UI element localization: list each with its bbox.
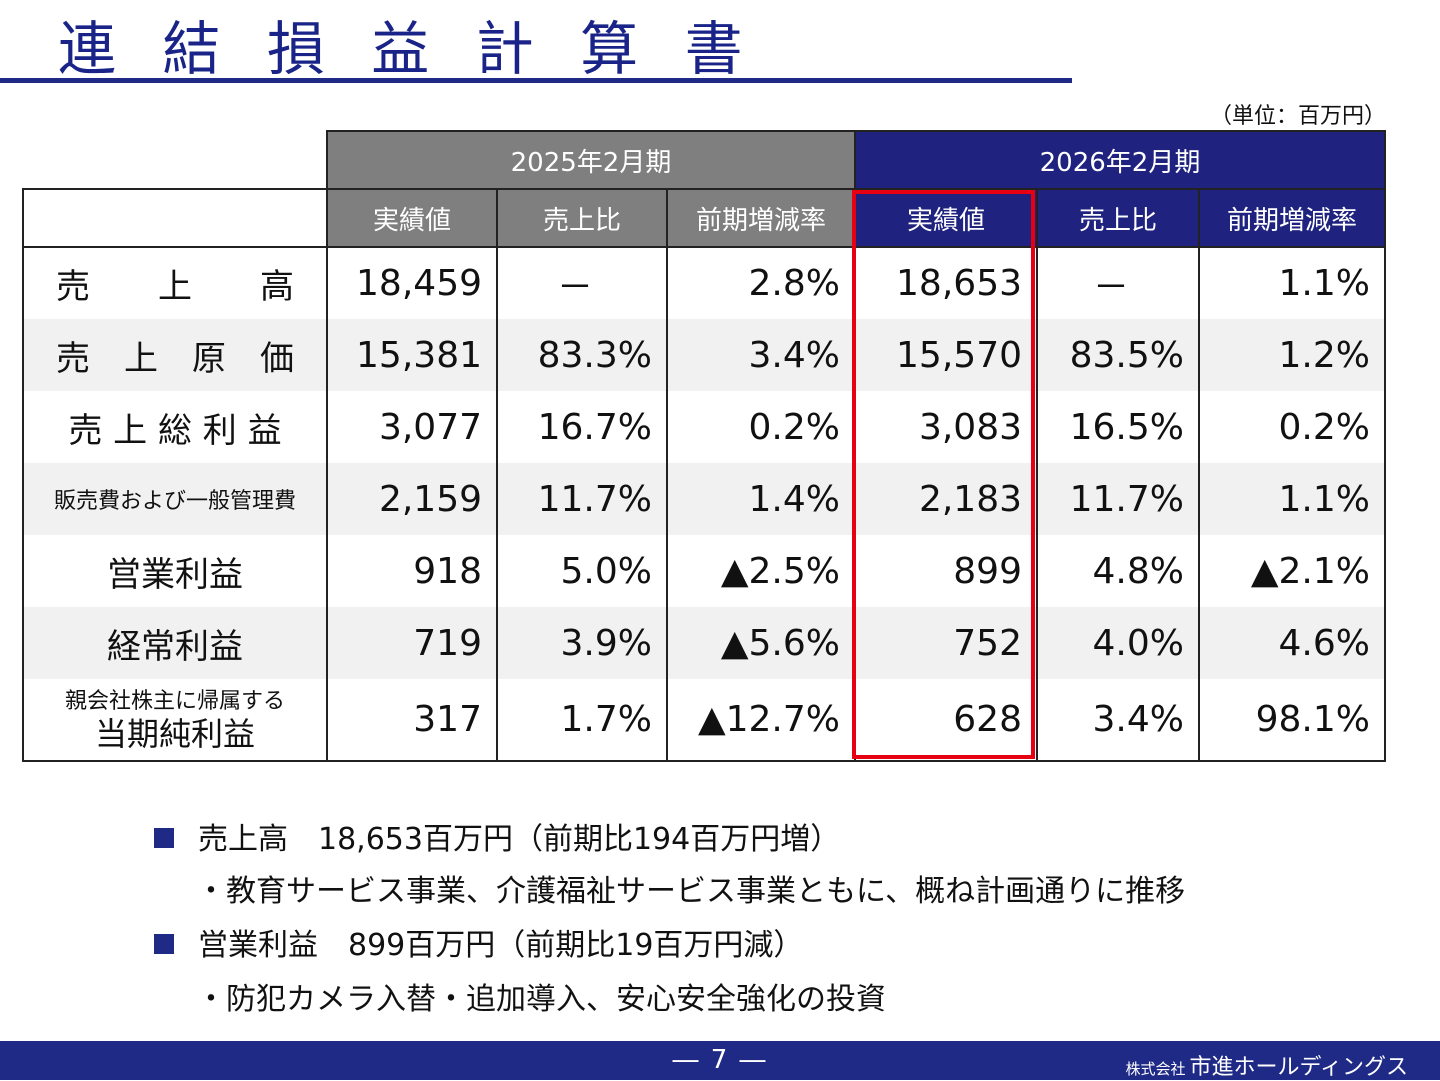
table-row-gross-profit: 売 上 総 利 益 3,077 16.7% 0.2% 3,083 16.5% 0… [22, 391, 1386, 463]
cell-value: 1.7% [496, 679, 667, 762]
cell-value: 0.2% [666, 391, 855, 463]
cell-value: 83.3% [496, 319, 667, 391]
row-label: 経常利益 [22, 607, 327, 679]
note-sub-operating-profit: ・防犯カメラ入替・追加導入、安心安全強化の投資 [196, 982, 886, 1017]
col-header-actual-current: 実績値 [854, 188, 1038, 248]
note-bullet-sales: 売上高 18,653百万円（前期比194百万円増） [154, 814, 840, 858]
unit-note: （単位：百万円） [1210, 104, 1387, 129]
col-header-ratio-prev: 売上比 [496, 188, 668, 248]
table-row-operating-profit: 営業利益 918 5.0% ▲2.5% 899 4.8% ▲2.1% [22, 535, 1386, 607]
cell-value: 15,381 [326, 319, 497, 391]
cell-value: 18,459 [326, 247, 497, 319]
cell-value: 3.9% [496, 607, 667, 679]
cell-value: 4.0% [1036, 607, 1199, 679]
cell-value: 15,570 [854, 319, 1037, 391]
cell-value: 3.4% [666, 319, 855, 391]
cell-value: 1.1% [1198, 247, 1386, 319]
cell-value: 2.8% [666, 247, 855, 319]
cell-value: 3.4% [1036, 679, 1199, 762]
period-header-prev: 2025年2月期 [326, 130, 856, 190]
header-corner [23, 131, 327, 189]
cell-value: 11.7% [496, 463, 667, 535]
cell-value: ▲2.5% [666, 535, 855, 607]
cell-value: 16.7% [496, 391, 667, 463]
col-header-actual-prev: 実績値 [326, 188, 498, 248]
row-label: 売 上 高 [22, 247, 327, 319]
note-bullet-operating-profit: 営業利益 899百万円（前期比19百万円減） [154, 920, 803, 964]
cell-value: 18,653 [854, 247, 1037, 319]
table-row-cost-of-sales: 売 上 原 価 15,381 83.3% 3.4% 15,570 83.5% 1… [22, 319, 1386, 391]
column-header-row: 実績値 売上比 前期増減率 実績値 売上比 前期増減率 [22, 188, 1386, 248]
period-header-row: 2025年2月期 2026年2月期 [23, 130, 1386, 190]
cell-value: 628 [854, 679, 1037, 762]
company-logo: 株式会社 市進ホールディングス [1126, 1049, 1408, 1081]
cell-value: ▲5.6% [666, 607, 855, 679]
cell-value: － [1036, 247, 1199, 319]
page-number: ― 7 ― [672, 1045, 768, 1075]
company-prefix: 株式会社 [1125, 1060, 1186, 1078]
footer-bar: ― 7 ― 株式会社 市進ホールディングス [0, 1041, 1440, 1080]
cell-value: 1.4% [666, 463, 855, 535]
row-label: 売 上 総 利 益 [22, 391, 327, 463]
cell-value: 918 [326, 535, 497, 607]
cell-value: 5.0% [496, 535, 667, 607]
col-header-ratio-current: 売上比 [1036, 188, 1200, 248]
company-name: 市進ホールディングス [1189, 1055, 1408, 1080]
period-header-current: 2026年2月期 [854, 130, 1386, 190]
row-label: 売 上 原 価 [22, 319, 327, 391]
col-header-change-current: 前期増減率 [1198, 188, 1386, 248]
table-row-net-income: 親会社株主に帰属する 当期純利益 317 1.7% ▲12.7% 628 3.4… [22, 679, 1386, 762]
row-label-main: 当期純利益 [94, 714, 255, 753]
page-title: 連 結 損 益 計 算 書 [58, 15, 757, 83]
cell-value: 3,077 [326, 391, 497, 463]
square-bullet-icon [154, 827, 174, 848]
cell-value: 719 [326, 607, 497, 679]
cell-value: 3,083 [854, 391, 1037, 463]
cell-value: 4.8% [1036, 535, 1199, 607]
row-label-top: 親会社株主に帰属する [64, 688, 285, 714]
cell-value: 2,159 [326, 463, 497, 535]
cell-value: 83.5% [1036, 319, 1199, 391]
cell-value: 1.1% [1198, 463, 1386, 535]
title-underline [0, 78, 1072, 83]
table-row-ordinary-profit: 経常利益 719 3.9% ▲5.6% 752 4.0% 4.6% [22, 607, 1386, 679]
cell-value: 752 [854, 607, 1037, 679]
cell-value: 16.5% [1036, 391, 1199, 463]
income-statement-table: 2025年2月期 2026年2月期 実績値 売上比 前期増減率 実績値 売上比 … [22, 130, 1386, 762]
cell-value: ▲12.7% [666, 679, 855, 762]
cell-value: 11.7% [1036, 463, 1199, 535]
cell-value: 2,183 [854, 463, 1037, 535]
cell-value: 0.2% [1198, 391, 1386, 463]
note-text: 売上高 18,653百万円（前期比194百万円増） [198, 822, 841, 857]
note-text: 営業利益 899百万円（前期比19百万円減） [198, 928, 804, 963]
cell-value: 1.2% [1198, 319, 1386, 391]
cell-value: 899 [854, 535, 1037, 607]
cell-value: 98.1% [1198, 679, 1386, 762]
square-bullet-icon [154, 933, 174, 954]
note-sub-sales: ・教育サービス事業、介護福祉サービス事業ともに、概ね計画通りに推移 [196, 874, 1186, 909]
cell-value: ▲2.1% [1198, 535, 1386, 607]
cell-value: － [496, 247, 667, 319]
table-row-sales: 売 上 高 18,459 － 2.8% 18,653 － 1.1% [22, 247, 1386, 319]
column-header-blank [22, 188, 328, 248]
row-label: 営業利益 [22, 535, 327, 607]
table-row-sga: 販売費および一般管理費 2,159 11.7% 1.4% 2,183 11.7%… [22, 463, 1386, 535]
row-label: 販売費および一般管理費 [22, 463, 327, 535]
col-header-change-prev: 前期増減率 [666, 188, 856, 248]
row-label: 親会社株主に帰属する 当期純利益 [22, 679, 327, 762]
cell-value: 317 [326, 679, 497, 762]
cell-value: 4.6% [1198, 607, 1386, 679]
